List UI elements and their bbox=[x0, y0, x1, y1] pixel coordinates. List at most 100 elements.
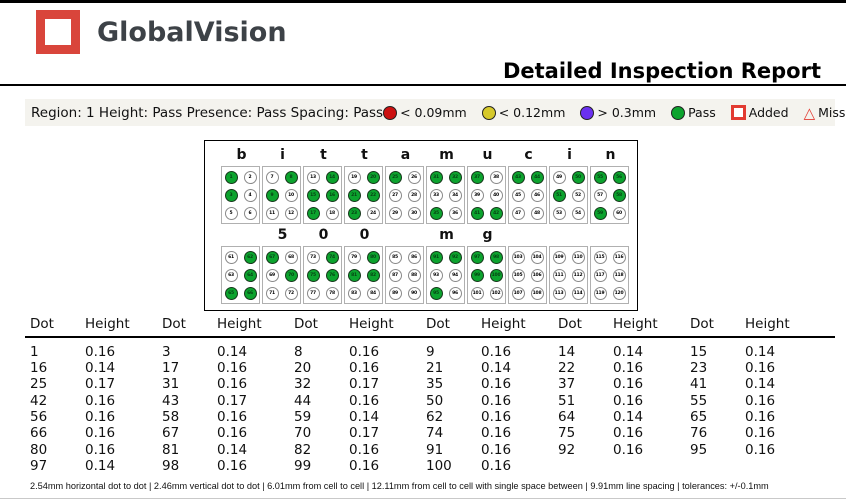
dot-height-cell bbox=[613, 458, 690, 474]
braille-dot-empty: 33 bbox=[429, 188, 443, 202]
braille-letter: i bbox=[567, 147, 572, 163]
braille-dot-empty: 85 bbox=[388, 250, 402, 264]
dot-number-cell: 25 bbox=[30, 376, 48, 393]
legend-label: Missing bbox=[818, 105, 846, 120]
dot-height-cell: 0.16 bbox=[85, 409, 116, 426]
braille-dot-pass: 3 bbox=[224, 188, 238, 202]
braille-dot-pass: 70 bbox=[284, 268, 298, 282]
braille-letter bbox=[590, 226, 631, 246]
braille-dot-empty: 115 bbox=[593, 250, 607, 264]
braille-dot-empty: 94 bbox=[448, 268, 462, 282]
dot-height-cell: 0.16 bbox=[349, 343, 380, 360]
braille-dot-empty: 48 bbox=[530, 206, 544, 220]
globalvision-logo: GlobalVision bbox=[36, 10, 287, 54]
dot-number-cell: 64 bbox=[558, 409, 576, 426]
braille-dot-empty: 49 bbox=[552, 170, 566, 184]
dot-number-cell: 17 bbox=[162, 359, 180, 376]
dot-height-cell: 0.16 bbox=[349, 441, 380, 458]
legend-label: < 0.09mm bbox=[400, 105, 467, 120]
braille-cell: 103 104 105 106 107 108 bbox=[508, 246, 547, 304]
legend-item: △Missing bbox=[804, 105, 846, 120]
braille-letter: t bbox=[361, 147, 368, 163]
braille-cell: 13 14 15 16 17 18 bbox=[303, 166, 342, 224]
braille-dot-empty: 96 bbox=[448, 286, 462, 300]
dot-number-cell bbox=[558, 458, 613, 474]
braille-dot-empty: 18 bbox=[325, 206, 339, 220]
dot-height-cell: 0.16 bbox=[745, 359, 776, 376]
braille-dot-empty: 4 bbox=[243, 188, 257, 202]
bottom-rule bbox=[0, 498, 846, 499]
dot-height-cell: 0.16 bbox=[481, 458, 512, 475]
braille-dot-pass: 56 bbox=[612, 170, 626, 184]
dot-height-cell: 0.16 bbox=[481, 376, 512, 393]
braille-dot-empty: 24 bbox=[366, 206, 380, 220]
braille-dot-empty: 47 bbox=[511, 206, 525, 220]
dot-number-cell: 43 bbox=[162, 392, 180, 409]
braille-dot-empty: 119 bbox=[593, 286, 607, 300]
braille-dot-pass: 37 bbox=[470, 170, 484, 184]
braille-dot-pass: 58 bbox=[612, 188, 626, 202]
dot-height-cell: 0.14 bbox=[217, 343, 248, 360]
legend-item: > 0.3mm bbox=[580, 105, 656, 120]
dot-number-cell: 41 bbox=[690, 376, 708, 393]
dot-number-cell: 97 bbox=[30, 458, 48, 475]
dot-height-cell: 0.16 bbox=[481, 409, 512, 426]
table-header-rule bbox=[25, 336, 835, 338]
dot-height-cell: 0.17 bbox=[349, 425, 380, 442]
dot-number-cell: 22 bbox=[558, 359, 576, 376]
braille-dot-empty: 111 bbox=[552, 268, 566, 282]
braille-dot-pass: 9 bbox=[265, 188, 279, 202]
braille-dot-empty: 36 bbox=[448, 206, 462, 220]
dot-height-cell: 0.14 bbox=[613, 409, 644, 426]
braille-dot-pass: 17 bbox=[306, 206, 320, 220]
braille-dot-empty: 19 bbox=[347, 170, 361, 184]
dot-number-cell: 8 bbox=[294, 343, 303, 360]
braille-dot-empty: 116 bbox=[612, 250, 626, 264]
dot-number-cell: 3 bbox=[162, 343, 171, 360]
braille-letter bbox=[549, 226, 590, 246]
braille-dot-pass: 55 bbox=[593, 170, 607, 184]
dot-height-cell: 0.14 bbox=[217, 441, 248, 458]
braille-dot-empty: 103 bbox=[511, 250, 525, 264]
braille-dot-empty: 60 bbox=[612, 206, 626, 220]
dot-number-cell: 100 bbox=[426, 458, 452, 475]
braille-dot-empty: 109 bbox=[552, 250, 566, 264]
braille-dot-pass: 74 bbox=[325, 250, 339, 264]
dot-height-cell: 0.16 bbox=[613, 376, 644, 393]
braille-dot-pass: 8 bbox=[284, 170, 298, 184]
col-header-dot: Dot bbox=[30, 316, 54, 332]
braille-dot-empty: 88 bbox=[407, 268, 421, 282]
braille-letter: a bbox=[400, 147, 411, 163]
col-header-dot: Dot bbox=[558, 316, 582, 332]
braille-dot-empty: 46 bbox=[530, 188, 544, 202]
braille-cell: 37 38 39 40 41 42 bbox=[467, 166, 506, 224]
legend-item: Pass bbox=[671, 105, 716, 120]
dot-number-cell: 31 bbox=[162, 376, 180, 393]
dot-height-cell: 0.16 bbox=[481, 343, 512, 360]
dot-number-cell: 55 bbox=[690, 392, 708, 409]
braille-letter: 5 bbox=[277, 227, 288, 243]
dot-height-cell: 0.16 bbox=[349, 458, 380, 475]
legend-item: < 0.12mm bbox=[481, 105, 565, 120]
braille-letter: 0 bbox=[318, 227, 329, 243]
braille-dot-pass: 92 bbox=[448, 250, 462, 264]
dot-number-cell: 59 bbox=[294, 409, 312, 426]
braille-letter: t bbox=[320, 147, 327, 163]
dot-height-cell: 0.16 bbox=[613, 359, 644, 376]
legend-label: > 0.3mm bbox=[597, 105, 657, 120]
dot-number-cell: 99 bbox=[294, 458, 312, 475]
dot-number-cell: 91 bbox=[426, 441, 444, 458]
braille-cell: 115 116 117 118 119 120 bbox=[590, 246, 629, 304]
braille-cell: 25 26 27 28 29 30 bbox=[385, 166, 424, 224]
braille-dot-empty: 110 bbox=[571, 250, 585, 264]
braille-dot-empty: 89 bbox=[388, 286, 402, 300]
braille-cell: 19 20 21 22 23 24 bbox=[344, 166, 383, 224]
braille-dot-empty: 118 bbox=[612, 268, 626, 282]
braille-cell: 67 68 69 70 71 72 bbox=[262, 246, 301, 304]
dot-height-cell: 0.16 bbox=[85, 425, 116, 442]
braille-dot-empty: 30 bbox=[407, 206, 421, 220]
legend-label: Added bbox=[748, 105, 789, 120]
dot-number-cell: 75 bbox=[558, 425, 576, 442]
braille-cell: 97 98 99 100 101 102 bbox=[467, 246, 506, 304]
braille-dot-empty: 12 bbox=[284, 206, 298, 220]
